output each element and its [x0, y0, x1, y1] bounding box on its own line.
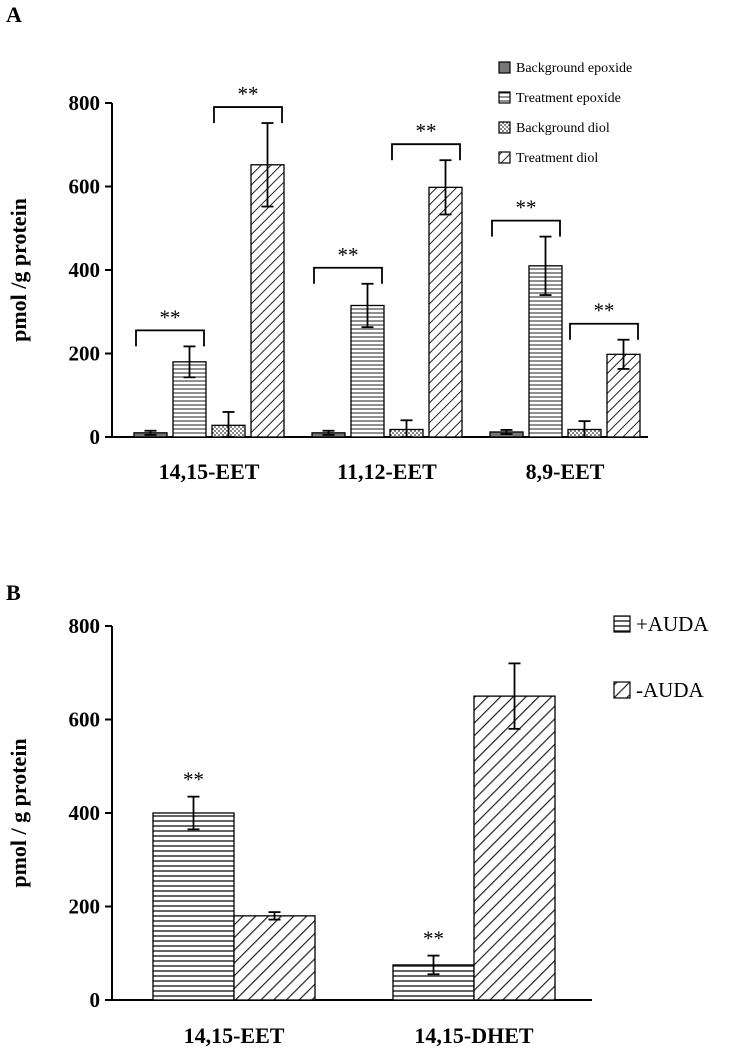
panel-b-legend-label-auda: +AUDA [636, 612, 709, 636]
panel-a-y-tick-label: 600 [69, 175, 101, 199]
panel-a-legend-swatch-background-diol [498, 121, 511, 134]
panel-b-category-label-14-15-dhet: 14,15-DHET [414, 1023, 534, 1048]
panel-b-significance-label: ** [183, 768, 204, 792]
panel-a-legend-swatch-treatment-epoxide [498, 91, 511, 104]
panel-b-y-tick-label: 800 [69, 614, 101, 638]
panel-b-legend-label-auda: -AUDA [636, 678, 704, 702]
panel-a-legend-label-treatment-epoxide: Treatment epoxide [516, 91, 621, 106]
panel-b-letter: B [6, 580, 21, 605]
panel-a-y-tick-label: 400 [69, 258, 101, 282]
panel-a-significance-label: ** [238, 82, 259, 106]
panel-a-significance-label: ** [338, 243, 359, 267]
panel-a-significance-label: ** [160, 305, 181, 329]
panel-a-y-tick-label: 800 [69, 91, 101, 115]
panel-b: 0 200 400 600 800 pmol / g protein 14,15-EET 14… [6, 612, 709, 1048]
panel-b-y-tick-label: 0 [90, 988, 101, 1012]
panel-a-significance-bracket [391, 143, 461, 161]
panel-b-y-axis-label: pmol / g protein [6, 738, 31, 887]
panel-a-legend-label-background-diol: Background diol [516, 121, 610, 136]
panel-a-significance-bracket [491, 219, 561, 237]
panel-b-legend-swatch-auda [613, 615, 631, 633]
panel-a-y-tick-label: 0 [90, 425, 101, 449]
panel-a-significance-bracket [569, 322, 639, 340]
panel-a-letter: A [6, 2, 22, 27]
panel-a-significance-bracket [213, 106, 283, 124]
panel-b-y-tick-label: 600 [69, 708, 101, 732]
panel-a-category-label-14-15-eet: 14,15-EET [159, 459, 260, 484]
panel-b-bar-auda-14-15-dhet [473, 695, 556, 1001]
panel-a-significance-label: ** [516, 196, 537, 220]
panel-a-category-label-8-9-eet: 8,9-EET [526, 459, 605, 484]
panel-a-significance-label: ** [416, 119, 437, 143]
panel-b-category-label-14-15-eet: 14,15-EET [184, 1023, 285, 1048]
panel-a-legend-swatch-treatment-diol [498, 151, 511, 164]
panel-b-y-tick-label: 400 [69, 801, 101, 825]
panel-a-bar-treatment-diol-11-12-eet [428, 186, 463, 438]
panel-a-significance-bracket [135, 329, 205, 347]
panel-a-legend-swatch-background-epoxide [498, 61, 511, 74]
panel-b-legend: +AUDA -AUDA [613, 612, 709, 702]
panel-a: 0 200 400 600 800 pmol /g protein 14,15-EET 11,… [6, 61, 648, 484]
panel-a-bar-treatment-diol-14-15-eet [250, 164, 285, 438]
panel-a-legend: Background epoxide Treatment epoxide Backg… [498, 61, 632, 166]
panel-b-bar-auda-14-15-eet [233, 915, 316, 1001]
panel-a-significance-label: ** [594, 299, 615, 323]
panel-b-bar-auda-14-15-eet [152, 812, 235, 1001]
panel-a-y-axis-label: pmol /g protein [6, 198, 31, 342]
panel-a-significance-bracket [313, 266, 383, 284]
panel-a-legend-label-background-epoxide: Background epoxide [516, 61, 632, 76]
panel-a-y-tick-label: 200 [69, 342, 101, 366]
panel-a-legend-label-treatment-diol: Treatment diol [516, 151, 598, 166]
panel-b-significance-label: ** [423, 927, 444, 951]
panel-b-y-tick-label: 200 [69, 895, 101, 919]
panel-a-category-label-11-12-eet: 11,12-EET [337, 459, 437, 484]
panel-b-legend-swatch-auda [613, 681, 631, 699]
